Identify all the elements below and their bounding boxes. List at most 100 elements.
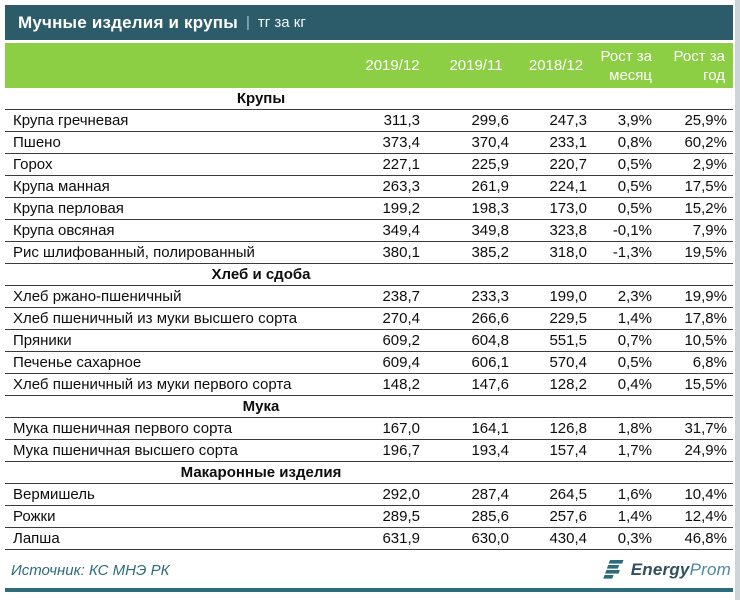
value-cell: 385,2 — [471, 244, 509, 261]
value-cell: 630,0 — [471, 530, 509, 547]
product-name: Печенье сахарное — [13, 354, 142, 371]
energyprom-icon — [602, 560, 624, 579]
table-body: Крупы Крупа гречневая 311,3 299,6 247,3 3,9% 2… — [5, 88, 733, 550]
value-cell: 164,1 — [471, 420, 509, 437]
value-cell: 238,7 — [382, 288, 420, 305]
value-cell: 264,5 — [549, 486, 587, 503]
value-cell: 17,5% — [684, 178, 727, 195]
value-cell: 270,4 — [382, 310, 420, 327]
table-row: Пшено 373,4 370,4 233,1 0,8% 60,2% — [5, 132, 733, 154]
value-cell: 147,6 — [471, 376, 509, 393]
value-cell: 7,9% — [692, 222, 727, 239]
value-cell: 46,8% — [684, 530, 727, 547]
section-title: Крупы — [236, 90, 286, 107]
product-name: Горох — [13, 156, 53, 173]
value-cell: 2,3% — [617, 288, 652, 305]
product-name: Крупа перловая — [13, 200, 124, 217]
energyprom-logo: EnergyProm — [602, 560, 733, 580]
source-label: Источник: КС МНЭ РК — [11, 561, 170, 579]
value-cell: 15,5% — [684, 376, 727, 393]
logo-text-energy: Energy — [630, 560, 690, 579]
section-header-row: Макаронные изделия — [5, 462, 733, 484]
value-cell: 266,6 — [471, 310, 509, 327]
section-header-row: Хлеб и сдоба — [5, 264, 733, 286]
value-cell: 247,3 — [549, 112, 587, 129]
product-name: Рожки — [13, 508, 56, 525]
value-cell: 167,0 — [382, 420, 420, 437]
table-row: Рис шлифованный, полированный 380,1 385,2 3… — [5, 242, 733, 264]
value-cell: 299,6 — [471, 112, 509, 129]
column-header-2018-12: 2018/12 — [528, 57, 584, 74]
value-cell: 289,5 — [382, 508, 420, 525]
value-cell: 31,7% — [684, 420, 727, 437]
value-cell: 126,8 — [549, 420, 587, 437]
table-row: Хлеб пшеничный из муки первого сорта 148,… — [5, 374, 733, 396]
column-header-2019-12: 2019/12 — [365, 57, 420, 74]
value-cell: 199,2 — [382, 200, 420, 217]
value-cell: 3,9% — [617, 112, 652, 129]
section-title: Хлеб и сдоба — [211, 266, 311, 283]
title-separator: | — [245, 14, 250, 31]
table-row: Крупа перловая 199,2 198,3 173,0 0,5% 15,2% — [5, 198, 733, 220]
logo-text: EnergyProm — [631, 560, 731, 580]
product-name: Мука пшеничная первого сорта — [13, 420, 233, 437]
value-cell: 0,7% — [617, 332, 652, 349]
value-cell: 0,5% — [617, 178, 652, 195]
value-cell: 10,4% — [684, 486, 727, 503]
value-cell: 12,4% — [684, 508, 727, 525]
value-cell: 311,3 — [383, 112, 420, 129]
value-cell: 128,2 — [549, 376, 587, 393]
value-cell: 17,8% — [684, 310, 727, 327]
value-cell: 1,6% — [617, 486, 652, 503]
value-cell: 10,5% — [684, 332, 727, 349]
value-cell: 263,3 — [382, 178, 420, 195]
product-name: Хлеб пшеничный из муки высшего сорта — [13, 310, 298, 327]
section-title: Макаронные изделия — [180, 464, 342, 481]
table-row: Рожки 289,5 285,6 257,6 1,4% 12,4% — [5, 506, 733, 528]
value-cell: 0,8% — [617, 134, 652, 151]
infographic: Мучные изделия и крупы | тг за кг 2019/1… — [5, 5, 733, 592]
value-cell: 0,5% — [617, 200, 652, 217]
value-cell: 609,4 — [382, 354, 420, 371]
value-cell: -1,3% — [612, 244, 652, 261]
bottom-rule — [5, 588, 733, 592]
value-cell: 1,7% — [617, 442, 652, 459]
value-cell: 323,8 — [549, 222, 587, 239]
value-cell: 285,6 — [471, 508, 509, 525]
value-cell: 6,8% — [692, 354, 727, 371]
column-header-month-growth: Рост за месяц — [600, 47, 652, 84]
product-name: Рис шлифованный, полированный — [13, 244, 255, 261]
table-row: Хлеб ржано-пшеничный 238,7 233,3 199,0 2,3% 1… — [5, 286, 733, 308]
value-cell: 0,5% — [617, 156, 652, 173]
value-cell: 196,7 — [382, 442, 420, 459]
value-cell: 227,1 — [382, 156, 420, 173]
value-cell: 349,4 — [382, 222, 420, 239]
logo-text-prom: Prom — [689, 560, 731, 579]
value-cell: 199,0 — [549, 288, 587, 305]
footer: Источник: КС МНЭ РК EnergyProm — [5, 554, 733, 586]
value-cell: 198,3 — [471, 200, 509, 217]
page-title: Мучные изделия и крупы — [18, 12, 238, 32]
product-name: Хлеб ржано-пшеничный — [13, 288, 182, 305]
value-cell: 261,9 — [471, 178, 509, 195]
value-cell: 19,5% — [684, 244, 727, 261]
value-cell: 173,0 — [549, 200, 587, 217]
product-name: Вермишель — [13, 486, 95, 503]
table-row: Печенье сахарное 609,4 606,1 570,4 0,5% 6,8% — [5, 352, 733, 374]
value-cell: 2,9% — [692, 156, 727, 173]
value-cell: 24,9% — [684, 442, 727, 459]
table-row: Вермишель 292,0 287,4 264,5 1,6% 10,4% — [5, 484, 733, 506]
value-cell: 370,4 — [471, 134, 509, 151]
value-cell: 1,4% — [617, 508, 652, 525]
value-cell: 193,4 — [471, 442, 509, 459]
value-cell: 570,4 — [549, 354, 587, 371]
value-cell: 373,4 — [382, 134, 420, 151]
table-row: Горох 227,1 225,9 220,7 0,5% 2,9% — [5, 154, 733, 176]
table-row: Крупа манная 263,3 261,9 224,1 0,5% 17,5% — [5, 176, 733, 198]
product-name: Пшено — [13, 134, 61, 151]
value-cell: 19,9% — [684, 288, 727, 305]
table-row: Мука пшеничная первого сорта 167,0 164,1 12… — [5, 418, 733, 440]
value-cell: 349,8 — [471, 222, 509, 239]
column-header-year-growth: Рост за год — [673, 47, 725, 84]
column-header-row: 2019/12 2019/11 2018/12 Рост за месяц Ро… — [5, 43, 733, 88]
